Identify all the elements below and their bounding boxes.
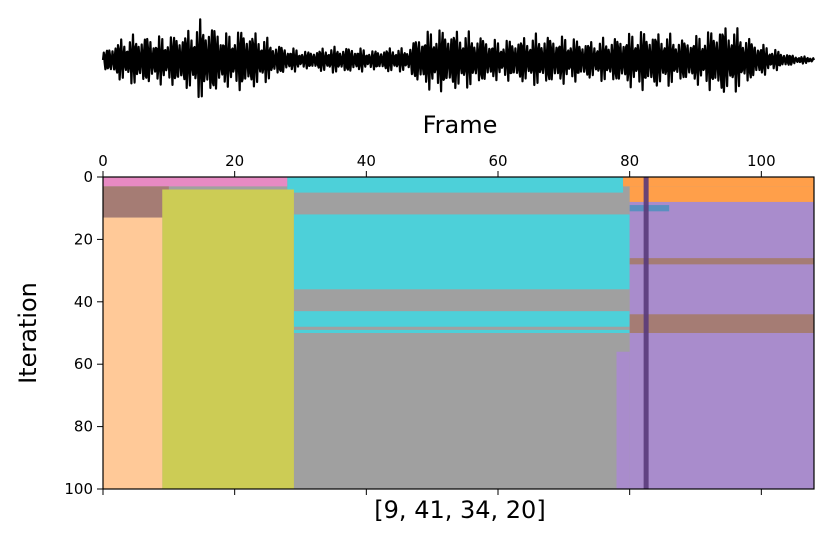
segment-cyan-8	[293, 214, 630, 290]
segment-brown-13	[629, 258, 814, 265]
segment-orange-4	[629, 186, 814, 202]
top-x-tick-label-100: 100	[747, 152, 776, 170]
top-x-tick-label-20: 20	[225, 152, 244, 170]
segment-blue-15	[629, 205, 670, 212]
waveform-plot	[101, 18, 816, 99]
top-x-tick-label-0: 0	[98, 152, 108, 170]
y-tick-label-60: 60	[74, 355, 93, 373]
bottom-label: [9, 41, 34, 20]	[374, 496, 545, 524]
segment-cyan-2	[287, 177, 624, 193]
segment-purple-12	[616, 351, 630, 489]
segment-cyan-10	[293, 329, 630, 333]
segment-pink-1	[103, 177, 288, 187]
top-x-tick-label-80: 80	[620, 152, 639, 170]
segment-peach-7	[103, 217, 163, 489]
top-x-axis: 0 20 40 60 80 100	[98, 152, 776, 177]
plot-frame	[102, 176, 815, 490]
segmentation-heatmap	[103, 177, 814, 490]
x-axis-label: Frame	[423, 111, 498, 139]
y-tick-label-40: 40	[74, 293, 93, 311]
segment-olive-6	[162, 189, 294, 490]
y-tick-label-20: 20	[74, 230, 93, 248]
heatmap-border	[102, 176, 815, 490]
y-tick-label-80: 80	[74, 418, 93, 436]
segment-cyan-9	[293, 311, 630, 327]
y-axis-label: Iteration	[14, 282, 42, 384]
segment-brown-14	[629, 314, 814, 333]
segment-orange-3	[623, 177, 814, 187]
segment-brown-5	[103, 186, 169, 218]
top-x-tick-label-60: 60	[488, 152, 507, 170]
y-tick-label-100: 100	[64, 480, 93, 498]
bottom-x-axis	[102, 489, 762, 495]
segment-purple-11	[629, 201, 814, 489]
top-x-tick-label-40: 40	[357, 152, 376, 170]
waveform-line	[101, 18, 816, 99]
y-tick-label-0: 0	[83, 168, 93, 186]
y-axis: 0 20 40 60 80 100	[64, 168, 103, 498]
